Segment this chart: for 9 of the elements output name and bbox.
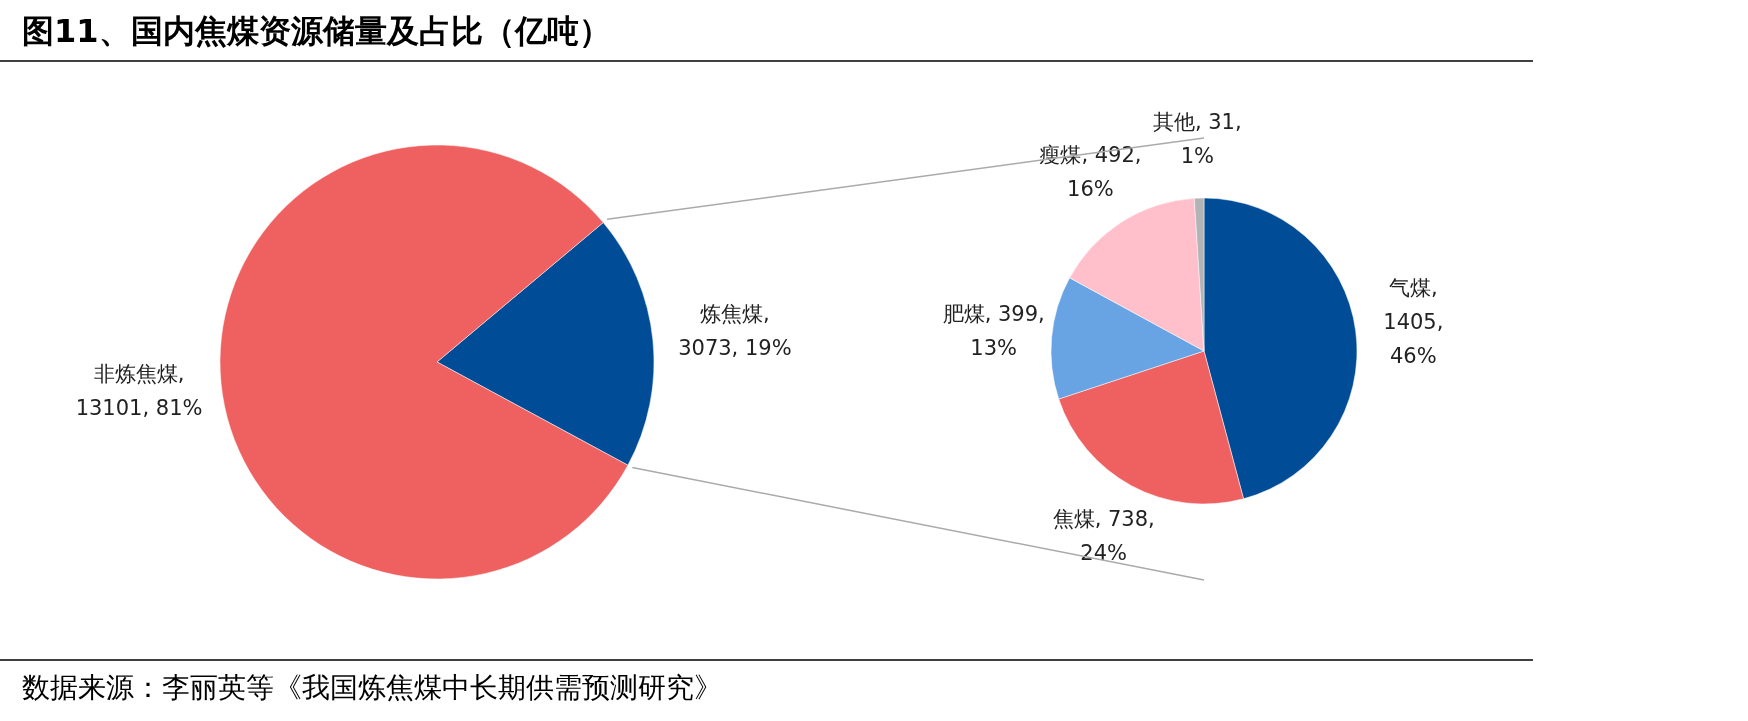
source-note: 数据来源：李丽英等《我国炼焦煤中长期供需预测研究》 (22, 671, 722, 704)
slice-label: 非炼焦煤, 13101, 81% (75, 362, 203, 421)
slice-label: 其他, 31, 1% (1152, 109, 1242, 168)
chart-title: 图11、国内焦煤资源储量及占比（亿吨） (22, 12, 611, 50)
slice-label: 瘦煤, 492, 16% (1039, 143, 1142, 201)
slice-label: 肥煤, 399, 13% (942, 302, 1045, 361)
slice-label: 气煤, 1405, 46% (1383, 276, 1444, 369)
slice-label: 焦煤, 738, 24% (1052, 506, 1155, 565)
slice-label: 炼焦煤, 3073, 19% (678, 301, 792, 360)
